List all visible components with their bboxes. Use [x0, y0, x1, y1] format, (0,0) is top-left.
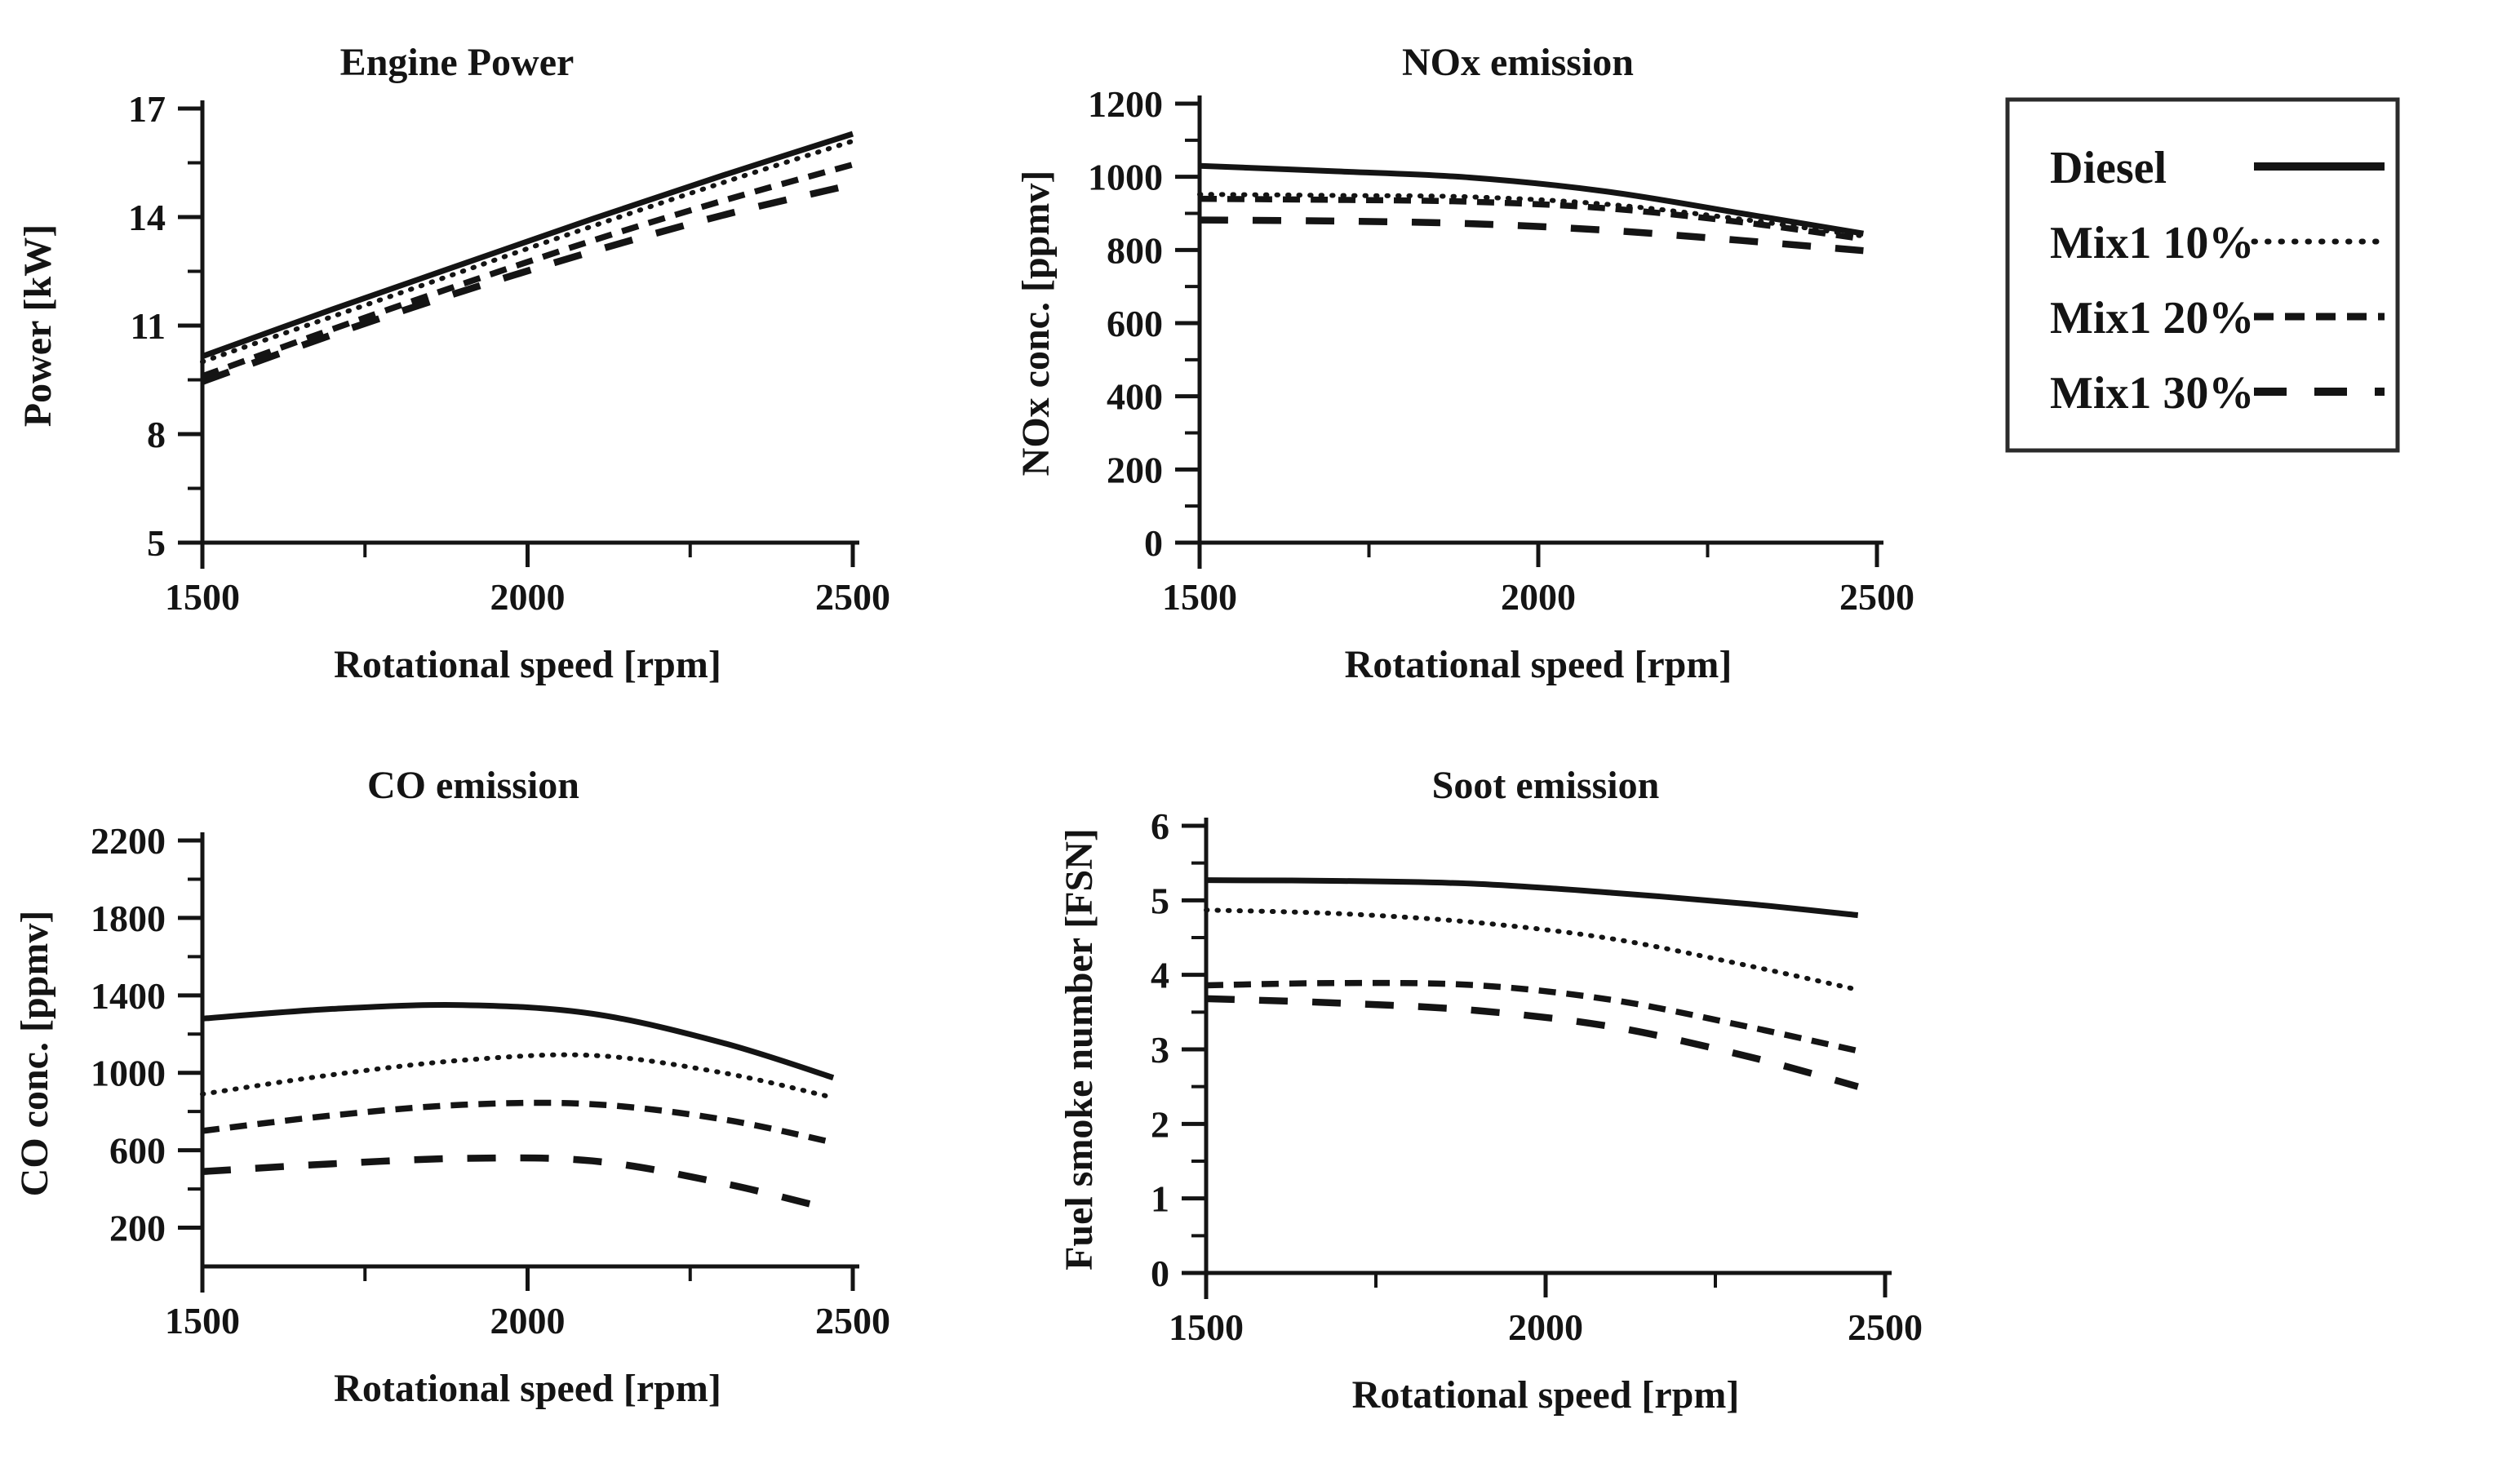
legend-box [2005, 97, 2400, 453]
x-axis-label-co-emission: Rotational speed [rpm] [334, 1367, 721, 1410]
series-mix1-30- [201, 180, 854, 385]
y-tick-label: 3 [1151, 1029, 1169, 1071]
chart-engine-power: 5 8 11 14 17 1500 2000 2500 Engine Power Rotati… [16, 41, 890, 686]
chart-title-co-emission: CO emission [367, 764, 579, 807]
y-tick-label: 8 [147, 414, 166, 455]
y-tick-label: 1 [1151, 1178, 1169, 1220]
legend-label-mix1-10: Mix1 10% [2050, 218, 2254, 268]
chart-co-emission: 200 600 1000 1400 1800 2200 1500 2000 2500 CO em… [13, 764, 890, 1410]
y-tick-label: 200 [1107, 449, 1163, 490]
series-mix1-20- [1199, 195, 1864, 242]
y-tick-label: 200 [109, 1208, 166, 1249]
y-tick-label: 17 [128, 88, 166, 130]
series-mix1-10- [1204, 907, 1861, 992]
y-tick-label: 1200 [1088, 83, 1163, 125]
series-diesel [202, 1002, 835, 1081]
legend-item-mix1-10: Mix1 10% [2050, 218, 2388, 268]
y-tick-label: 600 [109, 1130, 166, 1172]
series-mix1-10- [200, 1052, 836, 1101]
x-tick-label: 2500 [1839, 576, 1914, 618]
y-axis-label-co-emission: CO conc. [ppmv] [13, 911, 56, 1197]
plot-area-nox-emission: 0 200 400 600 800 1000 1200 1500 2000 2500 [1088, 83, 1914, 618]
legend-item-mix1-20: Mix1 20% [2050, 293, 2385, 344]
x-tick-label: 2000 [1501, 576, 1576, 618]
y-tick-label: 5 [147, 522, 166, 564]
y-tick-label: 11 [131, 305, 166, 347]
y-tick-label: 1000 [91, 1053, 166, 1094]
plot-area-co-emission: 200 600 1000 1400 1800 2200 1500 2000 2500 [91, 820, 890, 1341]
y-tick-label: 5 [1151, 880, 1169, 921]
y-tick-label: 2200 [91, 820, 166, 862]
y-axis-label-soot-emission: Fuel smoke number [FSN] [1058, 828, 1101, 1271]
legend: Diesel Mix1 10% Mix1 20% Mix1 30% [2005, 97, 2400, 453]
series-mix1-20- [201, 162, 854, 379]
x-tick-label: 2500 [1848, 1306, 1923, 1348]
chart-title-soot-emission: Soot emission [1432, 764, 1660, 807]
y-tick-label: 2 [1151, 1103, 1169, 1145]
y-tick-label: 600 [1107, 303, 1163, 344]
x-tick-label: 1500 [165, 576, 240, 618]
legend-item-mix1-30: Mix1 30% [2050, 368, 2385, 419]
series-diesel [1199, 162, 1864, 237]
legend-label-mix1-20: Mix1 20% [2050, 293, 2254, 344]
y-tick-label: 0 [1151, 1253, 1169, 1294]
legend-label-diesel: Diesel [2050, 143, 2167, 193]
x-axis-label-soot-emission: Rotational speed [rpm] [1352, 1373, 1740, 1417]
x-tick-label: 1500 [1162, 576, 1237, 618]
chart-soot-emission: 0 1 2 3 4 5 6 1500 2000 2500 Soot emission Rotati… [1058, 764, 1923, 1417]
series-mix1-10- [1197, 192, 1866, 239]
y-axis-label-engine-power: Power [kW] [16, 224, 60, 427]
y-tick-label: 1400 [91, 975, 166, 1017]
x-tick-label: 2500 [815, 576, 890, 618]
legend-item-diesel: Diesel [2050, 143, 2385, 193]
series-mix1-30- [1205, 995, 1859, 1090]
legend-label-mix1-30: Mix1 30% [2050, 368, 2254, 419]
series-mix1-30- [202, 1154, 835, 1213]
y-tick-label: 4 [1151, 955, 1169, 996]
chart-title-engine-power: Engine Power [340, 41, 575, 84]
y-tick-label: 0 [1144, 522, 1163, 564]
x-tick-label: 1500 [165, 1300, 240, 1341]
chart-title-nox-emission: NOx emission [1402, 41, 1634, 84]
x-tick-label: 2000 [490, 576, 566, 618]
plot-area-engine-power: 5 8 11 14 17 1500 2000 2500 [128, 88, 890, 618]
y-tick-label: 6 [1151, 805, 1169, 847]
x-tick-label: 2000 [1508, 1306, 1583, 1348]
y-tick-label: 14 [128, 197, 166, 238]
y-tick-label: 1000 [1088, 157, 1163, 198]
chart-nox-emission: 0 200 400 600 800 1000 1200 1500 2000 2500 NOx em… [1014, 41, 1914, 686]
series-mix1-20- [202, 1099, 834, 1146]
y-tick-label: 800 [1107, 229, 1163, 271]
y-tick-label: 400 [1107, 376, 1163, 418]
plot-area-soot-emission: 0 1 2 3 4 5 6 1500 2000 2500 [1151, 805, 1923, 1348]
series-diesel [1205, 877, 1859, 919]
series-mix1-10- [200, 138, 855, 365]
x-tick-label: 1500 [1169, 1306, 1244, 1348]
x-axis-label-engine-power: Rotational speed [rpm] [334, 643, 721, 686]
x-tick-label: 2000 [490, 1300, 566, 1341]
x-axis-label-nox-emission: Rotational speed [rpm] [1345, 643, 1732, 686]
y-axis-label-nox-emission: NOx conc. [ppmv] [1014, 171, 1058, 477]
x-tick-label: 2500 [815, 1300, 890, 1341]
series-mix1-30- [1199, 216, 1864, 255]
y-tick-label: 1800 [91, 898, 166, 939]
series-diesel [201, 131, 854, 359]
series-mix1-20- [1205, 979, 1859, 1054]
